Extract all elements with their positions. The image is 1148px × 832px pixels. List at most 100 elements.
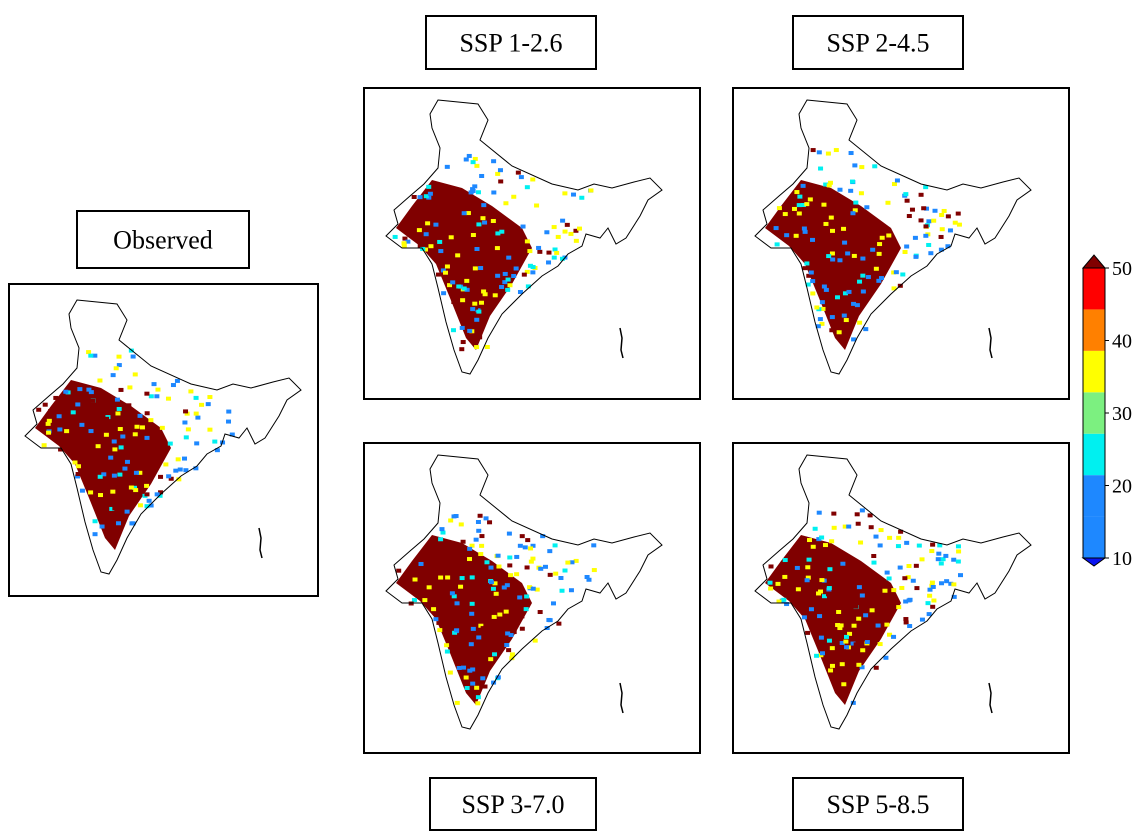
- map-cell: [939, 561, 944, 565]
- map-cell: [412, 598, 417, 602]
- map-cell: [112, 474, 117, 478]
- map-cell: [140, 425, 145, 429]
- map-cell: [826, 152, 831, 156]
- map-cell: [507, 283, 512, 287]
- colorbar-tick-label: 10: [1112, 548, 1132, 570]
- map-cell: [896, 536, 901, 540]
- map-cell: [577, 227, 582, 231]
- map-cell: [89, 429, 94, 433]
- map-cell: [524, 607, 529, 611]
- map-cell: [835, 295, 840, 299]
- map-cell: [469, 642, 474, 646]
- map-cell: [917, 544, 922, 548]
- map-cell: [534, 203, 539, 207]
- map-cell: [503, 272, 508, 276]
- map-cell: [939, 581, 944, 585]
- map-cell: [822, 285, 827, 289]
- map-cell: [769, 564, 774, 568]
- map-cell: [461, 666, 466, 670]
- map-cell: [877, 242, 882, 246]
- map-cell: [903, 250, 908, 254]
- map-cell: [449, 235, 454, 239]
- map-cell: [530, 177, 535, 181]
- map-cell: [956, 549, 961, 553]
- map-cell: [491, 219, 496, 223]
- map-cell: [529, 560, 534, 564]
- map-cell: [494, 628, 499, 632]
- map-cell: [528, 546, 533, 550]
- map-cell: [860, 257, 865, 261]
- map-cell: [816, 591, 821, 595]
- map-cell: [496, 565, 501, 569]
- map-cell: [884, 623, 889, 627]
- map-cell: [797, 195, 802, 199]
- map-cell: [531, 265, 536, 269]
- map-cell: [565, 561, 570, 565]
- map-cell: [907, 564, 912, 568]
- map-cell: [930, 605, 935, 609]
- map-cell: [495, 274, 500, 278]
- map-cell: [459, 347, 464, 351]
- map-cell: [125, 510, 130, 514]
- map-cell: [507, 532, 512, 536]
- map-cell: [505, 288, 510, 292]
- map-cell: [479, 544, 484, 548]
- map-cell: [433, 617, 438, 621]
- colorbar-segment: [1083, 517, 1105, 558]
- map-cell: [506, 278, 511, 282]
- map-cell: [89, 395, 94, 399]
- map-cell: [460, 576, 465, 580]
- map-cell: [813, 527, 818, 531]
- map-cell: [946, 214, 951, 218]
- map-cell: [454, 628, 459, 632]
- map-cell: [138, 414, 143, 418]
- map-cell: [871, 554, 876, 558]
- map-cell: [551, 601, 556, 605]
- map-cell: [144, 484, 149, 488]
- map-cell: [936, 552, 941, 556]
- map-cell: [898, 566, 903, 570]
- map-cell: [57, 427, 62, 431]
- map-cell: [489, 566, 494, 570]
- map-cell: [183, 409, 188, 413]
- map-cell: [887, 576, 892, 580]
- map-cell: [855, 512, 860, 516]
- map-cell: [861, 290, 866, 294]
- map-cell: [440, 227, 445, 231]
- map-cell: [544, 230, 549, 234]
- map-cell: [525, 185, 530, 189]
- map-cell: [100, 525, 105, 529]
- map-cell: [823, 222, 828, 226]
- map-cell: [848, 189, 853, 193]
- map-cell: [112, 525, 117, 529]
- map-cell: [810, 238, 815, 242]
- map-cell: [146, 475, 151, 479]
- map-cell: [495, 267, 500, 271]
- map-cell: [925, 601, 930, 605]
- map-cell: [911, 579, 916, 583]
- map-cell: [866, 275, 871, 279]
- map-cell: [859, 165, 864, 169]
- map-cell: [471, 160, 476, 164]
- map-cell: [902, 576, 907, 580]
- map-cell: [458, 585, 463, 589]
- map-cell: [857, 280, 862, 284]
- map-cell: [188, 389, 193, 393]
- map-cell: [48, 409, 53, 413]
- map-cell: [498, 179, 503, 183]
- map-cell: [797, 203, 802, 207]
- map-cell: [116, 521, 121, 525]
- map-cell: [418, 195, 423, 199]
- map-cell: [207, 428, 212, 432]
- map-cell: [827, 183, 832, 187]
- map-cell: [569, 588, 574, 592]
- map-cell: [474, 318, 479, 322]
- map-cell: [923, 234, 928, 238]
- map-cell: [827, 586, 832, 590]
- map-cell: [807, 538, 812, 542]
- map-cell: [874, 267, 879, 271]
- map-cell: [846, 290, 851, 294]
- map-cell: [417, 228, 422, 232]
- map-cell: [129, 486, 134, 490]
- map-cell: [844, 635, 849, 639]
